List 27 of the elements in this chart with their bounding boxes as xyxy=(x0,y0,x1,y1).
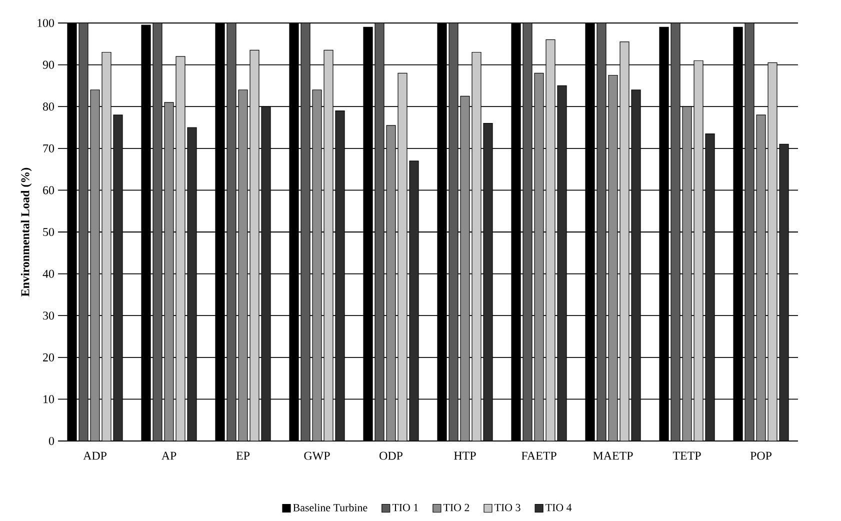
x-tick-label: EP xyxy=(236,452,250,460)
y-tick-label: 70 xyxy=(43,144,54,152)
legend-label: TIO 4 xyxy=(546,504,572,512)
y-tick-label: 90 xyxy=(42,60,54,69)
y-tick-label: 0 xyxy=(48,436,54,446)
y-tick-label: 10 xyxy=(44,395,54,404)
legend-label: TIO 3 xyxy=(494,504,520,512)
x-tick-label: TETP xyxy=(672,452,701,460)
x-tick-label: GWP xyxy=(304,452,330,460)
y-tick-label: 80 xyxy=(42,102,54,111)
y-tick-label: 50 xyxy=(43,228,54,236)
x-tick-label: ODP xyxy=(380,452,402,460)
x-tick-label: ADP xyxy=(83,452,106,460)
legend-label: Baseline Turbine xyxy=(293,504,368,512)
y-tick-label: 100 xyxy=(38,18,54,28)
x-tick-label: MAETP xyxy=(593,452,633,460)
x-tick-label: POP xyxy=(750,452,772,460)
x-tick-label: FAETP xyxy=(522,452,556,460)
y-axis-title: Environmental Load (%) xyxy=(20,168,32,296)
y-tick-label: 30 xyxy=(43,312,54,320)
legend-label: TIO 2 xyxy=(443,504,470,512)
x-tick-label: HTP xyxy=(454,452,476,460)
y-tick-label: 20 xyxy=(43,353,54,362)
legend-label: TIO 1 xyxy=(392,504,418,512)
x-tick-label: AP xyxy=(161,452,176,460)
y-tick-label: 40 xyxy=(42,270,54,278)
y-tick-label: 60 xyxy=(43,186,54,194)
